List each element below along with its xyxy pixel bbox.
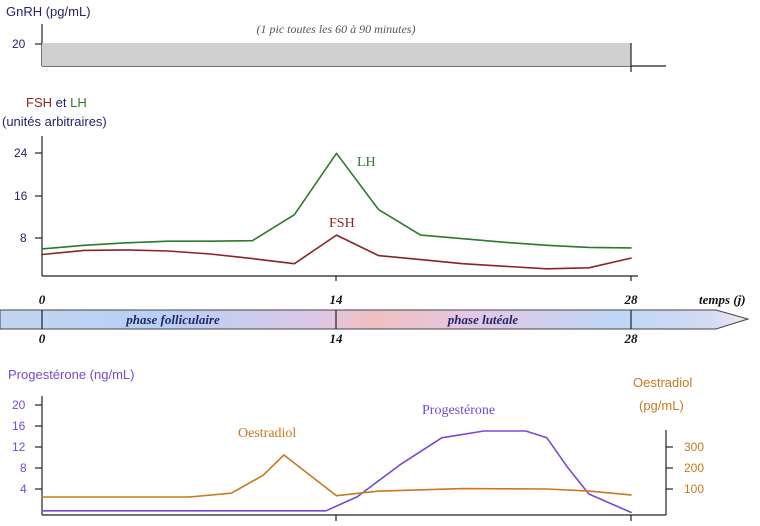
progesterone-tick-label-20: 20: [12, 398, 26, 412]
fsh-series-line: [41, 234, 632, 270]
fsh-lh-tick-label-8: 8: [20, 231, 27, 245]
oestradiol-tick-label-300: 300: [684, 440, 704, 454]
gnrh-shaded-band: [42, 43, 631, 66]
oestradiol-series-line: [41, 454, 632, 498]
gnrh-annotation: (1 pic toutes les 60 à 90 minutes): [257, 22, 416, 36]
fsh-lh-tick-label-16: 16: [14, 189, 28, 203]
timeline-bottom-tick-label-28: 28: [624, 331, 639, 346]
timeline-x-label: temps (j): [699, 292, 746, 307]
fsh-title-text: FSH: [26, 95, 52, 110]
phase-follicular-label: phase folliculaire: [125, 312, 220, 327]
progesterone-tick-label-16: 16: [12, 419, 26, 433]
timeline-bottom-tick-label-14: 14: [330, 331, 344, 346]
timeline-top-tick-label-0: 0: [39, 292, 46, 307]
progesterone-tick-label-8: 8: [20, 461, 27, 475]
oestradiol-tick-label-200: 200: [684, 461, 704, 475]
gnrh-panel: GnRH (pg/mL) 20 (1 pic toutes les 60 à 9…: [6, 4, 666, 72]
oestradiol-series-label: Oestradiol: [238, 426, 296, 441]
fsh-lh-tick-label-24: 24: [14, 146, 28, 160]
lh-series-label: LH: [357, 155, 376, 170]
progesterone-series-line: [41, 430, 632, 514]
phase-arrow: [0, 309, 750, 330]
timeline-top-tick-label-14: 14: [330, 292, 344, 307]
progesterone-series-label: Progestérone: [422, 403, 495, 418]
timeline-top-tick-label-28: 28: [624, 292, 639, 307]
hormone-panel: Progestérone (ng/mL) Oestradiol (pg/mL) …: [8, 367, 704, 521]
progesterone-tick-label-12: 12: [12, 440, 26, 454]
progesterone-axis-label: Progestérone (ng/mL): [8, 367, 134, 382]
oestradiol-axis-label-line2: (pg/mL): [639, 398, 684, 413]
series-layer: [41, 152, 632, 514]
gnrh-axis-label: GnRH (pg/mL): [6, 4, 91, 19]
lh-title-text: LH: [70, 95, 87, 110]
oestradiol-axis-label-line1: Oestradiol: [633, 375, 692, 390]
phase-luteal-label: phase lutéale: [447, 312, 519, 327]
fsh-lh-units-label: (unités arbitraires): [2, 114, 107, 129]
lh-series-line: [41, 152, 632, 250]
fsh-lh-axis-label: FSH et LH: [26, 95, 87, 110]
timeline-panel: 0 14 28 temps (j) phase folliculaire pha…: [0, 292, 750, 346]
fsh-series-label: FSH: [329, 216, 355, 231]
oestradiol-tick-label-100: 100: [684, 482, 704, 496]
gnrh-tick-label-20: 20: [12, 37, 26, 51]
progesterone-tick-label-4: 4: [20, 482, 27, 496]
et-title-text: et: [56, 95, 70, 110]
timeline-bottom-tick-label-0: 0: [39, 331, 46, 346]
fsh-lh-panel: FSH et LH (unités arbitraires) 24 16 8 L…: [2, 95, 638, 281]
